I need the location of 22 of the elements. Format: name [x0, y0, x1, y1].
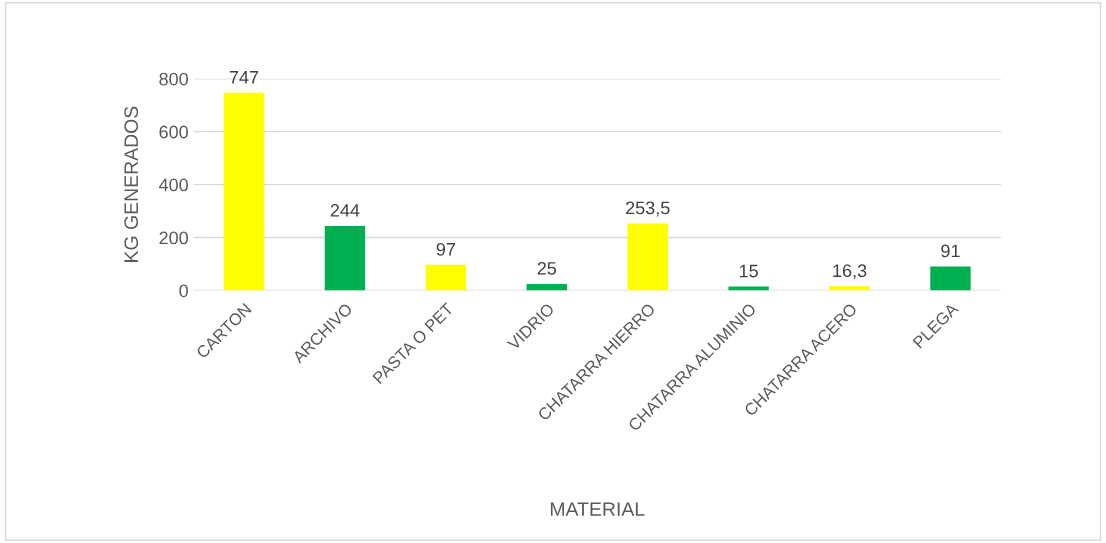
data-label: 15	[739, 264, 758, 278]
bar	[829, 286, 870, 291]
y-tick-label: 400	[158, 178, 188, 192]
y-tick-label: 600	[159, 125, 188, 139]
y-tick-label: 800	[159, 72, 188, 86]
data-label: 97	[436, 242, 455, 256]
bar	[627, 223, 668, 291]
bar	[526, 283, 567, 291]
x-axis-title: MATERIAL	[550, 502, 645, 516]
bar	[425, 264, 467, 291]
data-label: 747	[229, 71, 259, 84]
data-label: 244	[330, 204, 360, 217]
data-label: 91	[941, 244, 960, 258]
bar	[930, 266, 971, 291]
data-label: 16,3	[833, 264, 867, 280]
bar	[223, 92, 265, 291]
data-label: 253,5	[626, 201, 670, 217]
y-tick-label: 200	[159, 231, 188, 245]
data-label: 25	[537, 261, 557, 275]
y-axis-title: KG GENERADOS	[124, 106, 139, 262]
bar	[324, 225, 366, 291]
y-tick-label: 0	[179, 284, 188, 298]
